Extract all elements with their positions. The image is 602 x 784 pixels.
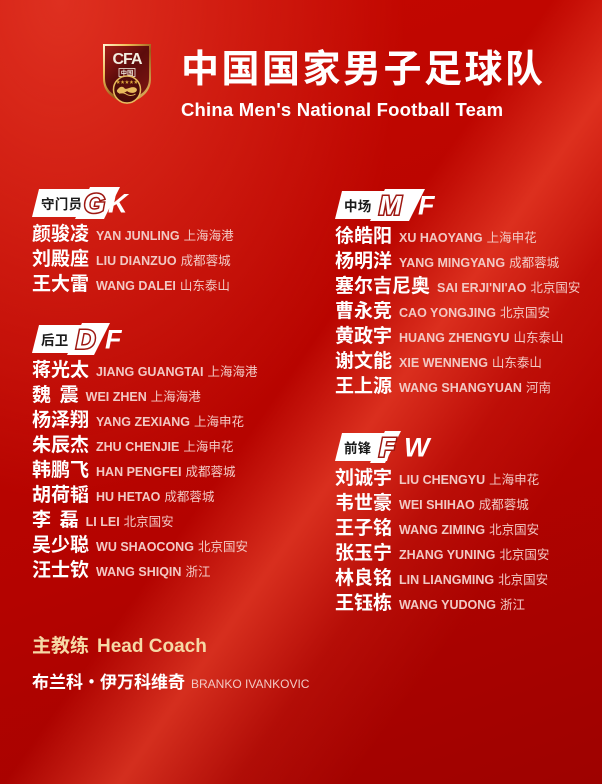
svg-text:K: K (108, 189, 130, 219)
svg-text:前锋: 前锋 (344, 437, 372, 457)
svg-text:后卫: 后卫 (41, 329, 69, 349)
svg-text:CFA: CFA (113, 51, 143, 68)
svg-text:G: G (84, 189, 105, 219)
svg-text:W: W (404, 433, 432, 463)
svg-text:F: F (105, 325, 123, 355)
svg-text:中场: 中场 (344, 195, 372, 215)
svg-text:★★★★★: ★★★★★ (116, 80, 139, 85)
svg-text:F: F (418, 191, 436, 221)
svg-text:守门员: 守门员 (41, 193, 82, 213)
svg-text:D: D (76, 325, 95, 355)
